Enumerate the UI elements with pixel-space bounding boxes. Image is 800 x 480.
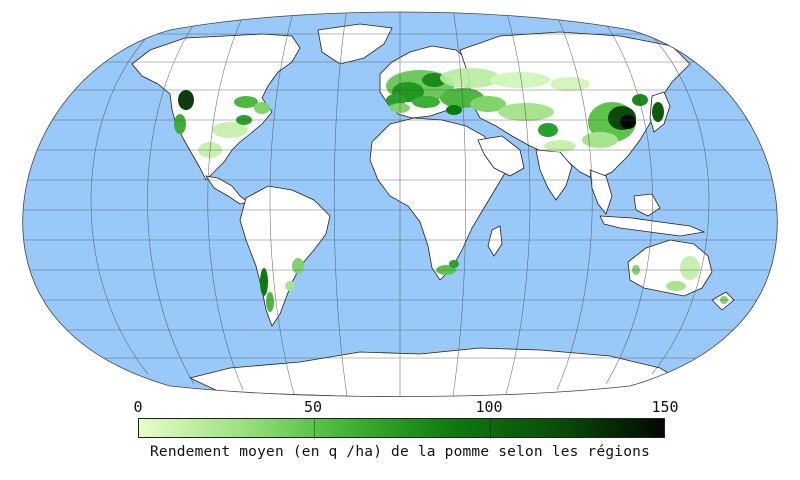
borneo (633, 193, 661, 217)
asia (459, 31, 691, 181)
colorbar (138, 418, 665, 439)
world-map (22, 11, 778, 397)
africa (369, 117, 509, 281)
madagascar (487, 225, 503, 257)
yield-north-america (174, 90, 270, 158)
antarctica (188, 347, 682, 397)
map-outline (22, 11, 778, 397)
colorbar-tick-50: 50 (303, 398, 323, 416)
yield-central-asia (490, 72, 590, 152)
legend-caption: Rendement moyen (en q /ha) de la pomme s… (149, 444, 651, 460)
arabia (477, 135, 525, 177)
yield-china (582, 94, 664, 148)
colorbar-tick-0: 0 (133, 398, 143, 416)
india (535, 149, 573, 201)
yield-eastern-europe (440, 68, 506, 115)
colorbar-tick-150: 150 (651, 398, 679, 416)
colorbar-tick-100: 100 (475, 398, 503, 416)
